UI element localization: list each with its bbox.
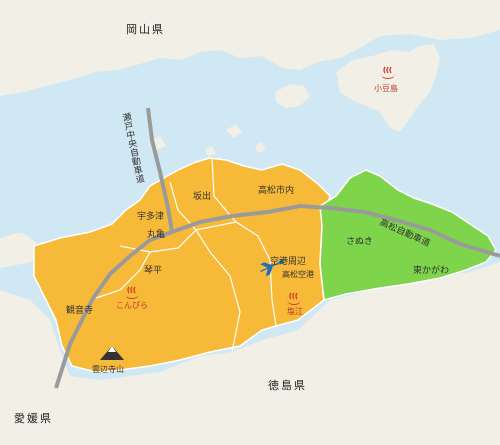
shodoshima-land xyxy=(336,44,440,132)
takamatsu-expressway xyxy=(54,203,500,389)
area-marugame[interactable]: 丸亀 xyxy=(147,230,166,240)
onsen-icon xyxy=(287,292,301,305)
area-utazu[interactable]: 宇多津 xyxy=(137,212,165,222)
island xyxy=(226,124,242,138)
mountain-icon xyxy=(100,346,124,360)
area-boundary xyxy=(89,251,151,301)
shikoku-land xyxy=(0,262,500,445)
spot-unpenji[interactable]: 雲辺寺山 xyxy=(92,365,124,374)
area-kanonji[interactable]: 観音寺 xyxy=(66,306,94,316)
area-airport[interactable]: 空港周辺 xyxy=(270,257,307,267)
area-takamatsu[interactable]: 高松市内 xyxy=(258,186,295,196)
island xyxy=(205,146,216,156)
area-boundary xyxy=(195,229,241,353)
spot-shodoshima[interactable]: 小豆島 xyxy=(374,84,398,93)
setochuo-expressway xyxy=(146,107,174,233)
airplane-icon xyxy=(260,258,285,277)
okayama-label: 岡山県 xyxy=(126,23,165,36)
onsen-icon xyxy=(381,66,395,79)
area-boundary xyxy=(169,181,237,231)
island xyxy=(255,142,266,153)
ehime-label: 愛媛県 xyxy=(14,412,53,425)
area-boundary xyxy=(119,229,197,253)
east-kagawa xyxy=(319,169,497,301)
area-sanuki[interactable]: さぬき xyxy=(346,237,373,247)
okayama-land xyxy=(0,0,500,96)
spot-shioe[interactable]: 塩江 xyxy=(287,307,303,316)
spot-airport[interactable]: 高松空港 xyxy=(282,270,314,279)
area-kotohira[interactable]: 琴平 xyxy=(144,266,163,276)
ehime-coast xyxy=(0,232,38,268)
area-sakaide[interactable]: 坂出 xyxy=(193,192,212,202)
area-boundary xyxy=(211,157,277,327)
onsen-icon xyxy=(125,286,139,299)
tokushima-label: 徳島県 xyxy=(268,379,307,392)
area-higashikagawa[interactable]: 東かがわ xyxy=(413,266,450,276)
island xyxy=(275,84,310,108)
spot-konpira[interactable]: こんぴら xyxy=(116,301,148,310)
